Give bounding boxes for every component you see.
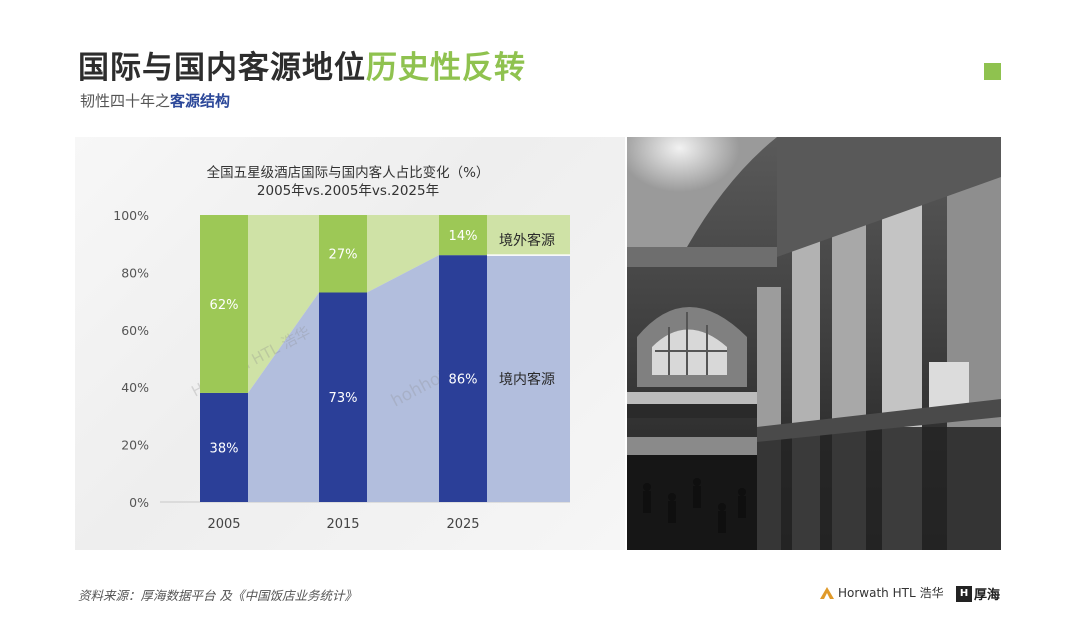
bar-foreign xyxy=(200,215,248,393)
bar-domestic-label: 38% xyxy=(210,441,239,456)
chart-svg: 全国五星级酒店国际与国内客人占比变化（%） 2005年vs.2005年vs.202… xyxy=(113,164,570,532)
bar-foreign xyxy=(319,215,367,293)
bar-domestic xyxy=(319,292,367,502)
page-title: 国际与国内客源地位历史性反转 xyxy=(78,42,526,87)
museum-hall-photo xyxy=(627,137,1001,550)
foreign-area-label: 境外客源 xyxy=(499,232,555,249)
page-subtitle-main: 韧性四十年之 xyxy=(80,92,171,110)
x-tick-label: 2025 xyxy=(446,517,479,532)
bar-foreign-label: 27% xyxy=(329,248,358,263)
horwath-chevron-icon xyxy=(820,586,834,599)
y-tick-label: 40% xyxy=(121,380,149,395)
horwath-logo-text: Horwath HTL xyxy=(838,585,916,600)
domestic-area-label: 境内客源 xyxy=(499,371,555,388)
corner-accent-square xyxy=(984,63,1001,80)
bar-domestic-label: 86% xyxy=(449,373,478,388)
chart-panel: 全国五星级酒店国际与国内客人占比变化（%） 2005年vs.2005年vs.202… xyxy=(75,137,625,550)
y-tick-label: 60% xyxy=(121,323,149,338)
houhai-mark-icon: H xyxy=(956,585,972,602)
bar-domestic xyxy=(200,392,248,502)
x-tick-label: 2015 xyxy=(326,517,359,532)
horwath-logo: Horwath HTL 浩华 xyxy=(820,584,944,601)
page-title-highlight: 历史性反转 xyxy=(366,50,526,86)
page-subtitle-highlight: 客源结构 xyxy=(170,92,231,110)
x-tick-label: 2005 xyxy=(207,517,240,532)
houhai-logo: H 厚海 xyxy=(956,584,1000,603)
page-subtitle: 韧性四十年之客源结构 xyxy=(80,90,230,111)
y-tick-label: 0% xyxy=(129,495,149,510)
y-tick-label: 20% xyxy=(121,438,149,453)
chart-title-line1: 全国五星级酒店国际与国内客人占比变化（%） xyxy=(207,164,490,181)
y-tick-label: 80% xyxy=(121,265,149,280)
houhai-logo-text: 厚海 xyxy=(974,588,1001,603)
y-tick-label: 100% xyxy=(113,208,149,223)
bar-foreign xyxy=(439,215,487,256)
bar-domestic xyxy=(439,255,487,502)
page-title-main: 国际与国内客源地位 xyxy=(78,50,366,86)
chart-title-line2: 2005年vs.2005年vs.2025年 xyxy=(257,183,439,199)
bar-foreign-label: 62% xyxy=(210,298,239,313)
horwath-logo-cn: 浩华 xyxy=(919,586,944,600)
bar-foreign-label: 14% xyxy=(449,229,478,244)
bar-domestic-label: 73% xyxy=(329,391,358,406)
data-source-note: 资料来源：厚海数据平台 及《中国饭店业务统计》 xyxy=(78,588,357,603)
